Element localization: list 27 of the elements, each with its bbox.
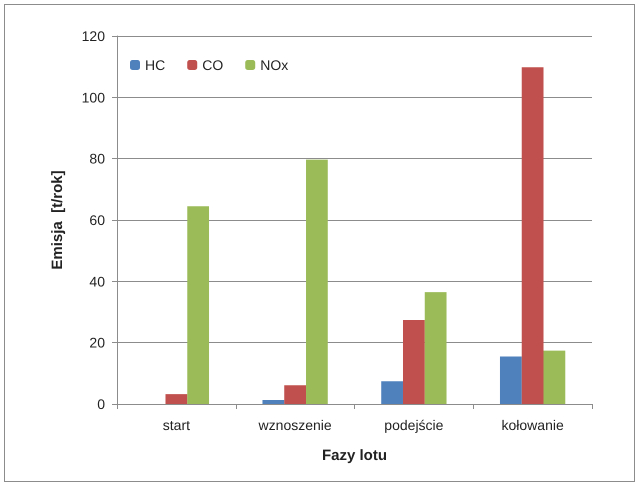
bar [402,320,425,404]
bar [284,385,306,404]
x-axis-title: Fazy lotu [322,447,388,464]
x-tick-label: kołowanie [501,417,564,433]
bar [187,206,210,404]
bar [306,160,328,404]
y-axis-title: Emisja [t/rok] [49,170,66,270]
legend-label: NOx [260,57,288,73]
bar [165,394,188,404]
bar [544,350,566,404]
legend-label: HC [145,57,166,73]
x-tick-label: podejście [384,417,444,433]
y-tick-label: 80 [89,150,106,167]
bar [262,400,284,404]
x-tick-label: start [162,417,190,433]
x-tick-label: wznoszenie [258,417,332,433]
y-tick-label: 120 [82,28,106,44]
bar [522,67,544,404]
y-tick-label: 40 [89,273,106,290]
bar [424,292,447,404]
bar [500,356,522,404]
legend-label: CO [202,57,224,73]
y-tick-label: 20 [89,334,106,351]
y-tick-label: 0 [97,396,106,412]
y-tick-label: 100 [82,89,106,106]
bar [381,381,403,404]
y-tick-label: 60 [89,212,106,228]
